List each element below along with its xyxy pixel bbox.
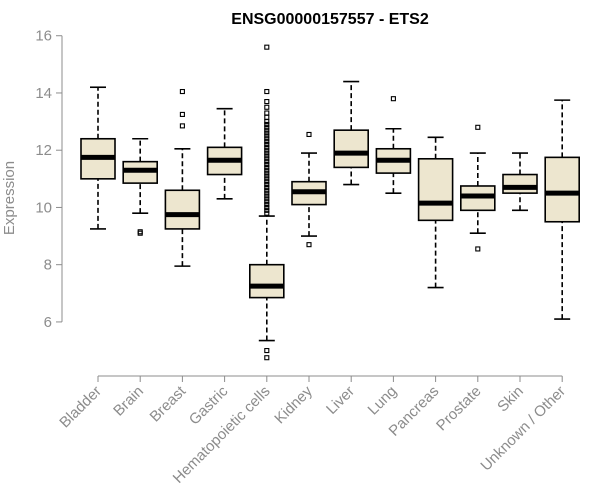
outlier-point	[264, 130, 270, 136]
box-kidney	[291, 131, 327, 248]
outlier-point	[264, 144, 270, 150]
box-unknown-other	[544, 99, 581, 320]
outlier-point	[264, 150, 270, 156]
outlier-point	[179, 123, 185, 129]
outlier-point	[264, 193, 270, 199]
outlier-point	[264, 170, 270, 176]
iqr-box	[417, 157, 454, 222]
outlier-point	[264, 167, 270, 173]
outlier-point	[179, 88, 185, 95]
outlier-point	[475, 246, 481, 252]
outlier-point	[264, 156, 270, 162]
outlier-point	[264, 210, 270, 216]
outlier-point	[264, 124, 270, 130]
outlier-point	[264, 207, 270, 213]
y-tick-label: 10	[35, 199, 52, 216]
x-tick-label: Brain	[110, 383, 147, 420]
y-axis-title: Expression	[1, 161, 18, 235]
outlier-point	[179, 111, 185, 117]
x-tick-label: Kidney	[271, 382, 316, 427]
box-brain	[122, 137, 158, 236]
outlier-point	[264, 88, 270, 95]
x-tick-label: Prostate	[433, 383, 485, 435]
x-tick-label: Skin	[494, 383, 527, 416]
x-tick-label: Bladder	[56, 383, 105, 432]
y-tick-label: 16	[35, 28, 52, 45]
box-lung	[375, 96, 412, 194]
iqr-box	[502, 173, 538, 194]
box-liver	[333, 80, 370, 186]
box-gastric	[206, 107, 243, 200]
outlier-point	[264, 196, 270, 202]
outlier-point	[264, 161, 270, 168]
outlier-point	[264, 133, 270, 139]
box-breast	[164, 88, 201, 267]
outlier-point	[264, 114, 270, 120]
x-tick-label: Liver	[323, 383, 358, 418]
outlier-point	[264, 164, 270, 170]
outlier-point	[264, 121, 270, 127]
x-tick-label: Breast	[147, 382, 190, 425]
iqr-box	[333, 129, 370, 169]
y-tick-label: 8	[44, 257, 52, 274]
outlier-point	[264, 179, 270, 185]
outlier-point	[264, 141, 270, 148]
outlier-point	[475, 124, 481, 130]
outlier-point	[306, 131, 312, 138]
outlier-point	[264, 355, 270, 361]
iqr-box	[249, 263, 285, 299]
outlier-point	[264, 44, 270, 50]
iqr-box	[164, 189, 201, 230]
outlier-point	[264, 204, 270, 210]
outlier-point	[137, 230, 143, 236]
outlier-point	[264, 202, 270, 208]
outlier-point	[390, 96, 396, 102]
outlier-point	[137, 229, 143, 235]
outlier-point	[264, 159, 270, 165]
outlier-point	[264, 139, 270, 145]
outlier-point	[264, 176, 270, 182]
box-pancreas	[417, 136, 454, 289]
outlier-point	[264, 184, 270, 190]
box-hematopoietic-cells	[249, 44, 285, 361]
outlier-point	[264, 127, 270, 133]
outlier-point	[264, 104, 270, 110]
box-series	[80, 44, 581, 361]
box-prostate	[459, 124, 496, 252]
outlier-point	[264, 187, 270, 193]
outlier-point	[264, 199, 270, 205]
box-skin	[502, 152, 538, 212]
outlier-point	[264, 173, 270, 179]
outlier-point	[264, 190, 270, 196]
y-tick-label: 12	[35, 142, 52, 159]
box-bladder	[80, 86, 116, 230]
iqr-box	[544, 156, 581, 223]
outlier-point	[306, 242, 312, 248]
outlier-point	[264, 99, 270, 105]
outlier-point	[264, 348, 270, 354]
outlier-point	[264, 136, 270, 142]
outlier-point	[264, 182, 270, 188]
x-tick-label: Lung	[365, 383, 401, 419]
y-tick-label: 6	[44, 314, 52, 331]
outlier-point	[264, 153, 270, 159]
y-tick-label: 14	[35, 85, 52, 102]
chart-title: ENSG00000157557 - ETS2	[231, 11, 429, 28]
outlier-point	[264, 110, 270, 116]
outlier-point	[264, 147, 270, 153]
